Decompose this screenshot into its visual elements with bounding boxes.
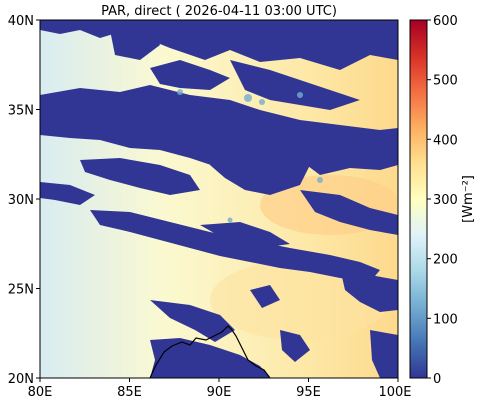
colorbar-tick-label: 200 xyxy=(433,253,458,268)
y-axis: 20N 25N 30N 35N 40N xyxy=(8,14,40,387)
colorbar-tick-label: 400 xyxy=(433,133,458,148)
colorbar-tick-label: 100 xyxy=(433,312,458,327)
colorbar-tick-label: 600 xyxy=(433,14,458,29)
y-tick-label: 25N xyxy=(8,283,34,298)
cloud-cover xyxy=(40,20,398,378)
y-tick-label: 35N xyxy=(8,104,34,119)
colorbar-tick-label: 500 xyxy=(433,74,458,89)
x-axis: 80E 85E 90E 95E 100E xyxy=(28,378,412,400)
x-tick-label: 85E xyxy=(117,385,142,400)
coastline xyxy=(149,325,271,378)
colorbar-unit-label: [Wm⁻²] xyxy=(461,175,476,223)
y-tick-label: 20N xyxy=(8,372,34,387)
x-tick-label: 90E xyxy=(207,385,232,400)
thin-cloud-speckles xyxy=(177,89,323,223)
x-tick-label: 95E xyxy=(296,385,321,400)
map-title: PAR, direct ( 2026-04-11 03:00 UTC) xyxy=(101,4,337,19)
y-tick-label: 40N xyxy=(8,14,34,29)
y-tick-label: 30N xyxy=(8,193,34,208)
map-area xyxy=(40,20,398,378)
colorbar-tick-label: 0 xyxy=(433,372,441,387)
colorbar-gradient xyxy=(409,19,428,379)
x-tick-label: 80E xyxy=(28,385,53,400)
colorbar: 0 100 200 300 400 500 600 [Wm⁻²] xyxy=(409,14,476,387)
x-tick-label: 100E xyxy=(378,385,411,400)
colorbar-tick-label: 300 xyxy=(433,193,458,208)
